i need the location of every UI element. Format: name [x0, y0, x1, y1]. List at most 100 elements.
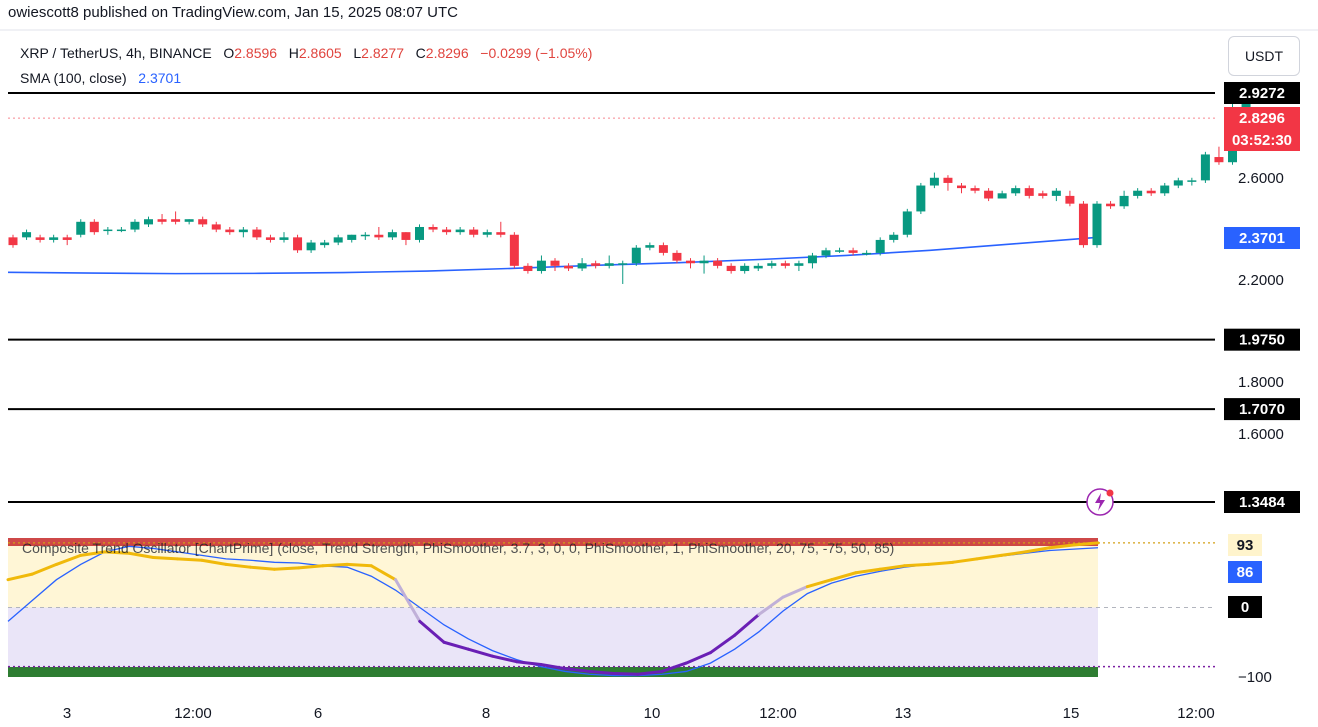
candle-body — [658, 245, 668, 253]
candle-body — [699, 260, 709, 264]
candle-body — [740, 265, 750, 272]
oscillator-fast-segment — [926, 560, 955, 566]
oscillator-fast-segment — [151, 555, 180, 561]
oscillator-title: Composite Trend Oscillator [ChartPrime] … — [22, 540, 894, 556]
candle-body — [211, 224, 221, 230]
candle-body — [523, 265, 533, 272]
oscillator-fast-segment — [999, 550, 1027, 557]
osc-tag-slow: 86 — [1237, 564, 1254, 581]
time-tick-label: 3 — [63, 705, 71, 722]
candle-body — [902, 211, 912, 235]
oscillator-fast-segment — [321, 562, 349, 568]
candle-body — [1187, 180, 1197, 182]
price-tick-label: 2.2000 — [1238, 272, 1284, 289]
sma-label: SMA (100, close) — [20, 70, 127, 86]
candle-body — [333, 237, 343, 243]
candle-body — [442, 229, 452, 233]
oscillator-fast-segment — [176, 557, 204, 562]
candle-body — [672, 252, 682, 261]
oscillator-fast-segment — [951, 557, 979, 564]
currency-label: USDT — [1244, 48, 1284, 64]
candle-body — [482, 232, 492, 235]
oscillator-fast-segment — [248, 565, 276, 571]
oscillator-fast-segment — [1023, 546, 1052, 554]
price-tick-label: 2.6000 — [1238, 170, 1284, 187]
publisher-credit: owiescott8 published on TradingView.com,… — [8, 4, 458, 21]
candle-body — [22, 232, 32, 238]
oscillator-fast-segment — [466, 647, 494, 658]
oscillator-fast-segment — [103, 550, 131, 555]
candle-body — [265, 237, 275, 240]
low-value: 2.8277 — [361, 45, 404, 61]
time-tick-label: 13 — [895, 705, 912, 722]
open-label: O — [223, 45, 235, 61]
symbol-name: XRP / TetherUS, 4h, BINANCE — [20, 45, 212, 61]
oscillator-fast-segment — [297, 564, 325, 570]
candle-body — [306, 242, 316, 251]
candle-body — [618, 263, 628, 265]
oscillator-fast-segment — [1048, 543, 1076, 550]
candle-body — [862, 252, 872, 255]
candle-body — [49, 237, 59, 240]
candle-body — [1160, 185, 1170, 194]
candle-body — [753, 265, 763, 269]
oscillator-fast-segment — [1072, 541, 1100, 547]
time-tick-label: 6 — [314, 705, 322, 722]
oscillator-pane: Composite Trend Oscillator [ChartPrime] … — [6, 534, 1272, 686]
alert-icon[interactable] — [1086, 488, 1114, 516]
price-tag-level-bg — [1224, 491, 1300, 513]
candle-body — [347, 234, 357, 240]
oscillator-fast-segment — [54, 553, 83, 566]
change-value: −0.0299 (−1.05%) — [480, 45, 593, 61]
time-tick-label: 8 — [482, 705, 490, 722]
oscillator-fast-segment — [854, 567, 882, 575]
high-label: H — [288, 45, 299, 61]
oscillator-fast-segment — [684, 651, 712, 665]
time-tick-label: 12:00 — [759, 705, 797, 722]
candle-body — [645, 245, 655, 248]
price-tag-last-bg — [1224, 107, 1300, 129]
candle-body — [1011, 188, 1021, 194]
candle-body — [293, 237, 303, 251]
candle-body — [889, 234, 899, 240]
time-axis: 3 12:00 6 8 10 12:00 13 15 12:00 — [63, 705, 1215, 722]
candle-body — [875, 239, 885, 253]
oscillator-fast-segment — [781, 585, 809, 599]
oscillator-fast-segment — [878, 564, 906, 571]
oscillator-fast-segment — [539, 662, 567, 671]
candle-body — [1092, 203, 1102, 246]
high-value: 2.8605 — [298, 45, 342, 61]
oscillator-fast-segment — [733, 612, 761, 637]
price-tag-level: 1.3484 — [1239, 494, 1286, 511]
candle-body — [171, 219, 181, 222]
candle-body — [713, 260, 723, 266]
candle-body — [1051, 190, 1061, 196]
candle-body — [1146, 190, 1156, 194]
candle-body — [8, 237, 18, 246]
oscillator-fast-segment — [563, 667, 591, 673]
price-tag-level-bg — [1224, 398, 1300, 421]
currency-selector[interactable]: USDT — [1228, 36, 1300, 76]
oscillator-fast-segment — [902, 562, 930, 568]
candle-body — [1038, 193, 1048, 196]
candle-body — [1200, 154, 1210, 181]
top-band — [8, 538, 1098, 546]
sma-legend[interactable]: SMA (100, close) 2.3701 — [20, 70, 181, 86]
time-tick-label: 10 — [644, 705, 661, 722]
candle-body — [279, 237, 289, 240]
oscillator-fast-segment — [830, 571, 858, 582]
osc-tag-bottom: −100 — [1238, 669, 1272, 686]
candle-body — [1214, 157, 1224, 163]
oscillator-fast-segment — [6, 572, 34, 582]
oscillator-fast-segment — [200, 558, 228, 566]
candle-body — [103, 229, 113, 232]
oscillator-fast-segment — [442, 640, 470, 651]
candle-body — [821, 250, 831, 256]
candle-body — [198, 219, 208, 225]
bear-zone — [8, 607, 1098, 671]
candle-body — [1133, 190, 1143, 196]
oscillator-fast-segment — [587, 669, 616, 676]
price-tag-sma: 2.3701 — [1239, 230, 1285, 247]
candle-body — [387, 232, 397, 238]
